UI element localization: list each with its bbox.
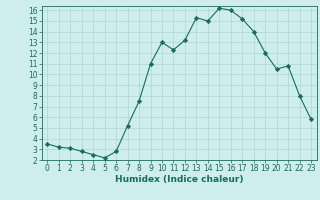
X-axis label: Humidex (Indice chaleur): Humidex (Indice chaleur) xyxy=(115,175,244,184)
